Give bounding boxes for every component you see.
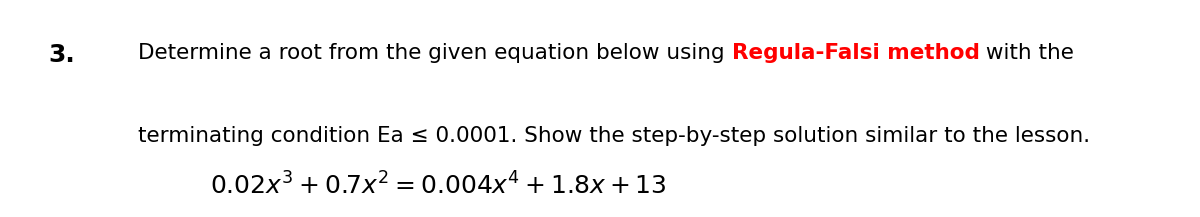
Text: with the: with the <box>979 43 1074 63</box>
Text: $0.02x^3 + 0.7x^2 = 0.004x^4 + 1.8x + 13$: $0.02x^3 + 0.7x^2 = 0.004x^4 + 1.8x + 13… <box>210 173 667 200</box>
Text: Determine a root from the given equation below using: Determine a root from the given equation… <box>138 43 732 63</box>
Text: 3.: 3. <box>48 43 74 67</box>
Text: terminating condition Ea ≤ 0.0001. Show the step-by-step solution similar to the: terminating condition Ea ≤ 0.0001. Show … <box>138 126 1090 146</box>
Text: Regula-Falsi method: Regula-Falsi method <box>732 43 979 63</box>
